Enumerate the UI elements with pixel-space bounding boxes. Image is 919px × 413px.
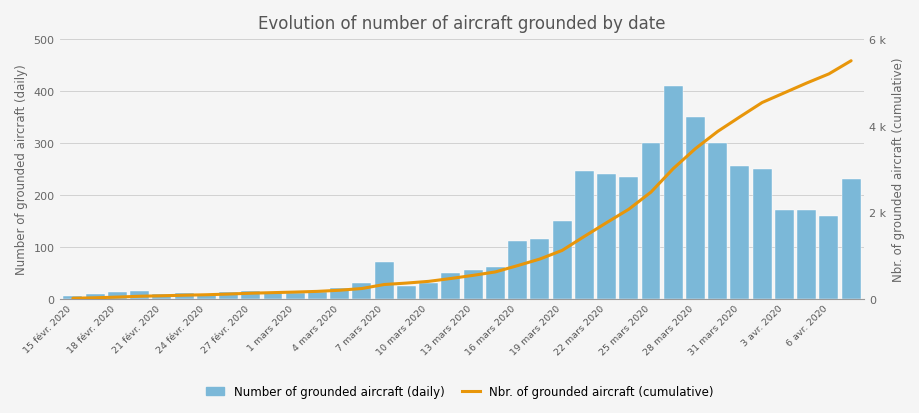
Bar [552,221,571,299]
Bar [175,294,193,299]
Y-axis label: Nbr. of grounded aircraft (cumulative): Nbr. of grounded aircraft (cumulative) [891,57,904,281]
Bar [263,294,282,299]
Bar [574,172,593,299]
Bar [63,296,82,299]
Bar [797,211,815,299]
Bar [85,294,105,299]
Bar [352,283,371,299]
Bar [507,242,527,299]
Bar [130,291,149,299]
Bar [197,294,216,299]
Bar [396,286,415,299]
Bar [485,268,505,299]
Bar [752,169,771,299]
Bar [241,291,260,299]
Bar [841,180,859,299]
Bar [419,283,437,299]
Bar [686,118,704,299]
Bar [641,144,660,299]
Bar [529,239,549,299]
Title: Evolution of number of aircraft grounded by date: Evolution of number of aircraft grounded… [258,15,665,33]
Bar [219,292,238,299]
Y-axis label: Number of grounded aircraft (daily): Number of grounded aircraft (daily) [15,64,28,275]
Bar [286,294,304,299]
Bar [618,177,638,299]
Bar [108,292,127,299]
Bar [153,294,171,299]
Bar [374,263,393,299]
Bar [463,271,482,299]
Bar [730,167,749,299]
Bar [819,216,837,299]
Bar [308,292,326,299]
Bar [330,288,349,299]
Bar [708,144,726,299]
Bar [596,175,616,299]
Legend: Number of grounded aircraft (daily), Nbr. of grounded aircraft (cumulative): Number of grounded aircraft (daily), Nbr… [201,381,718,403]
Bar [664,87,682,299]
Bar [441,273,460,299]
Bar [774,211,793,299]
